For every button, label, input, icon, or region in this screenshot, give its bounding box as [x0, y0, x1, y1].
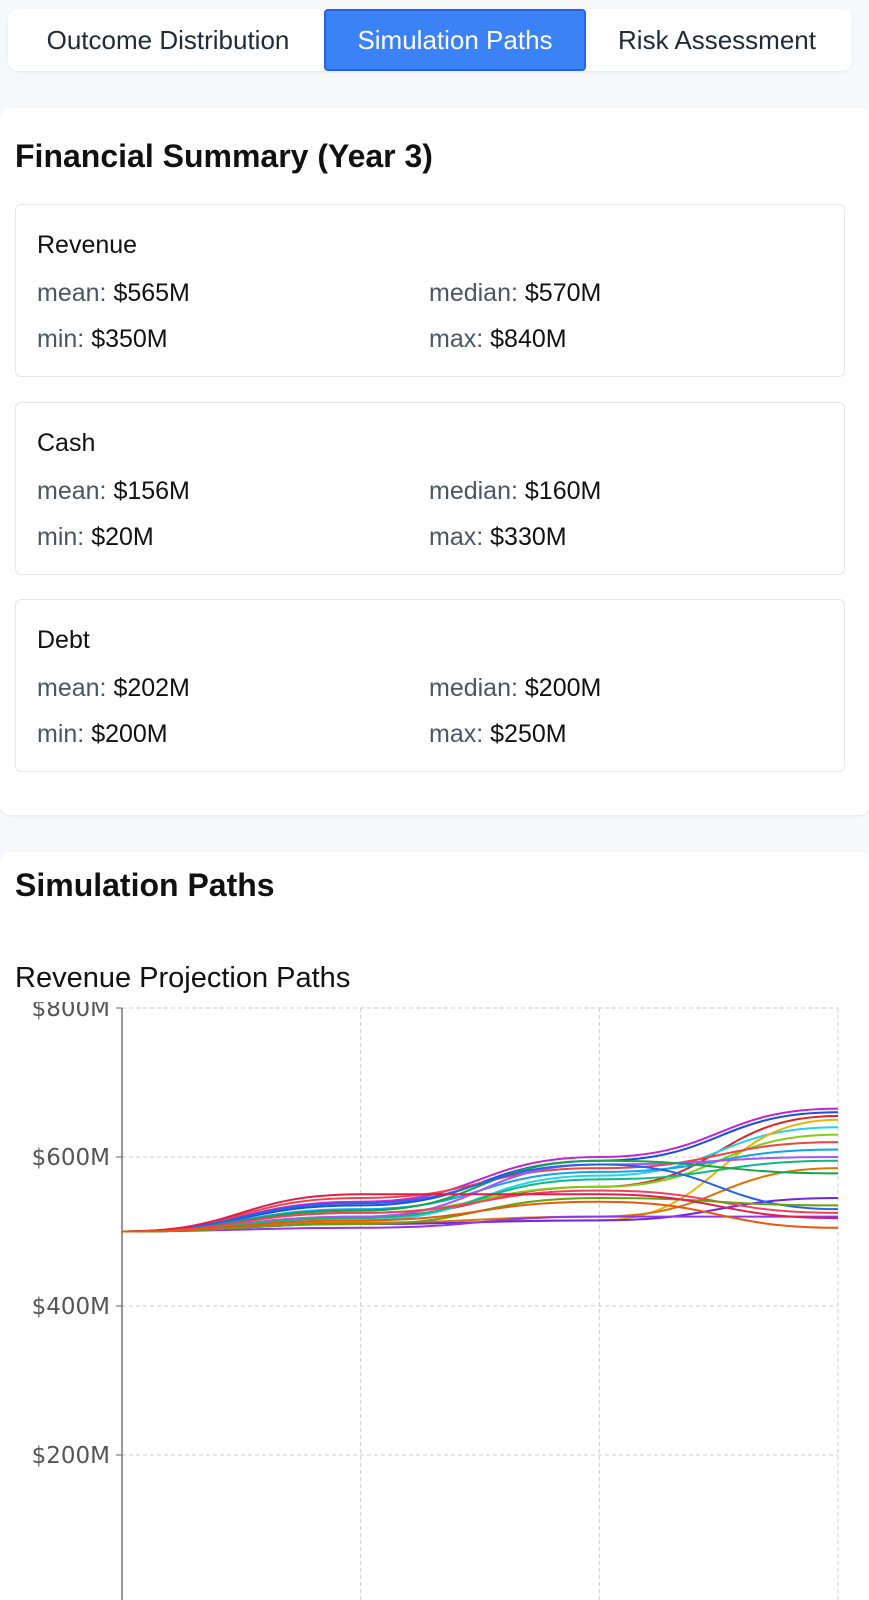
stat-median: median: $200M	[429, 674, 602, 702]
simulation-paths-title: Simulation Paths	[15, 867, 275, 903]
stat-max: max: $330M	[429, 523, 567, 551]
stat-mean: mean: $202M	[37, 674, 190, 702]
financial-summary-card: Financial Summary (Year 3) Revenue mean:…	[0, 108, 869, 815]
metric-name: Revenue	[37, 231, 138, 259]
stat-mean: mean: $565M	[37, 279, 190, 307]
series-line-18	[121, 1193, 839, 1233]
series-line-3	[121, 1115, 839, 1233]
y-tick-label: $600M	[32, 1145, 110, 1171]
financial-summary-title: Financial Summary (Year 3)	[15, 138, 433, 174]
tab-simulation-paths[interactable]: Simulation Paths	[324, 9, 586, 71]
stat-min: min: $200M	[37, 720, 168, 748]
y-tick-label: $800M	[32, 1002, 110, 1022]
cash-metric-box: Cash mean: $156M median: $160M min: $20M…	[15, 402, 845, 575]
debt-metric-box: Debt mean: $202M median: $200M min: $200…	[15, 599, 845, 772]
simulation-paths-card: Simulation Paths Revenue Projection Path…	[0, 852, 869, 1600]
series-line-10	[121, 1159, 839, 1233]
series-line-16	[121, 1215, 839, 1233]
revenue-paths-chart: $200M $400M $600M $800M	[32, 1002, 839, 1600]
metric-name: Cash	[37, 429, 96, 457]
tab-risk-assessment[interactable]: Risk Assessment	[618, 24, 816, 55]
stat-median: median: $570M	[429, 279, 602, 307]
stat-max: max: $840M	[429, 325, 567, 353]
y-tick-label: $200M	[32, 1443, 110, 1469]
series-line-2	[121, 1111, 839, 1233]
y-tick-label: $400M	[32, 1294, 110, 1320]
revenue-metric-box: Revenue mean: $565M median: $570M min: $…	[15, 204, 845, 377]
stat-median: median: $160M	[429, 477, 602, 505]
series-line-1	[121, 1107, 839, 1233]
stat-mean: mean: $156M	[37, 477, 190, 505]
series-line-14	[121, 1163, 839, 1233]
series-line-19	[121, 1200, 839, 1233]
tab-outcome-distribution[interactable]: Outcome Distribution	[46, 24, 290, 55]
tab-bar: Outcome Distribution Simulation Paths Ri…	[8, 9, 852, 71]
metric-name: Debt	[37, 626, 90, 654]
series-line-5	[121, 1118, 839, 1233]
stat-max: max: $250M	[429, 720, 567, 748]
series-line-12	[121, 1159, 839, 1233]
chart-title: Revenue Projection Paths	[15, 962, 351, 994]
stat-min: min: $20M	[37, 523, 154, 551]
stat-min: min: $350M	[37, 325, 168, 353]
